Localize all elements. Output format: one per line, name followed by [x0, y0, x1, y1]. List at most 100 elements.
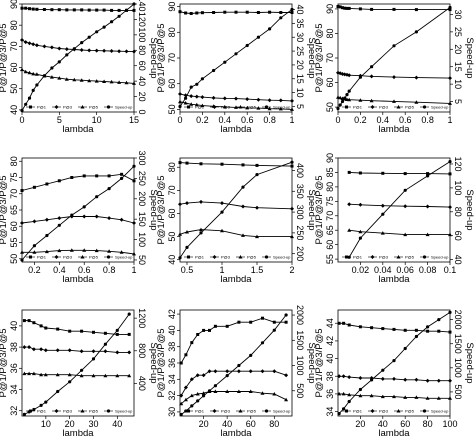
chart-7-y2-tick-label: 800 [137, 343, 147, 358]
chart-4-y2-tick-label: 150 [137, 212, 147, 227]
chart-7-p5-p5-marker [39, 372, 44, 377]
chart-3-p1-p1-marker [448, 8, 452, 12]
chart-2-p1-p1-marker [195, 11, 199, 15]
chart-6-p1-p1-marker [448, 172, 452, 176]
chart-1-x-axis-label: lambda [62, 124, 94, 135]
chart-5-speed-up-speedup-marker [185, 245, 189, 249]
chart-1-p5-p5-marker [94, 79, 99, 83]
chart-2-p3-p3-marker [194, 94, 199, 99]
chart-4-y-tick-label: 60 [9, 221, 19, 231]
chart-1-speed-up-speedup-marker [132, 2, 136, 6]
chart-2-speed-up-speedup-marker [290, 7, 294, 12]
chart-9-p1-p1-marker [392, 327, 396, 331]
chart-2-speed-up-speedup-marker [223, 60, 227, 64]
chart-7-y-tick-label: 36 [9, 363, 19, 373]
chart-4-x-tick-label: 1 [131, 265, 136, 275]
chart-1-p5-p5-marker [31, 71, 36, 76]
chart-3-x-tick-label: 0.6 [399, 115, 412, 125]
chart-5: 0.5 1 1.5 2 40 50 60 70 80 200 250 300 350 400 lambda P… [156, 157, 317, 285]
chart-1-p5-p5-marker [87, 78, 92, 83]
chart-8-p3-p3-marker [248, 369, 253, 374]
chart-1-p1-p1-marker [31, 7, 35, 11]
chart-2-y2-tick-label: 40 [295, 4, 305, 14]
chart-3-x-axis-label: lambda [378, 124, 410, 135]
chart-3-y2-tick-label: 10 [453, 79, 463, 89]
chart-5-speed-up-speedup-marker [220, 210, 224, 214]
chart-9-p1-p1-marker [426, 329, 430, 333]
chart-2-x-tick-label: 0.6 [241, 115, 254, 125]
chart-2-speed-up-speedup-marker [234, 52, 238, 56]
chart-3-legend-p3-marker [370, 105, 375, 109]
chart-2-p1-p1-marker [212, 11, 216, 14]
chart-5-y-axis-label: P@1/P@3/P@5 [156, 175, 167, 244]
chart-2-y2-axis-label: Speed-up [306, 37, 317, 78]
chart-2-legend-p5-marker [238, 105, 243, 109]
chart-5-legend-p3-marker [212, 255, 217, 259]
chart-4-p3-p3-marker [44, 217, 49, 222]
chart-7-p5-p5-marker [22, 371, 27, 376]
chart-9-p5-p5-marker [337, 391, 342, 396]
chart-8-p5-p5-marker [260, 391, 265, 395]
chart-4-speed-up-speedup-marker [70, 213, 74, 217]
chart-4-p3-p3-marker [107, 216, 112, 221]
chart-4-p5-p5-marker [107, 249, 112, 253]
chart-2-speed-up-speedup-marker [256, 35, 260, 39]
chart-3-y-axis-label: P@1/P@3/P@5 [314, 23, 325, 92]
chart-5-speed-up-speedup-marker [178, 256, 182, 260]
chart-3-y-tick-label: 70 [325, 53, 335, 63]
chart-4-y2-tick-label: 300 [137, 150, 147, 165]
chart-3-p5-p5-marker [414, 100, 419, 104]
chart-7-p3-p3-marker [22, 345, 27, 350]
chart-9-y2-tick-label: 1500 [453, 334, 463, 354]
chart-4-p3-p3-marker [20, 221, 24, 225]
chart-3-x-tick-label: 0.4 [377, 115, 390, 125]
chart-9-speed-up-speedup-marker [403, 346, 407, 351]
chart-9-speed-up-speedup-marker [448, 310, 452, 314]
chart-2-p3-p3-marker [222, 96, 227, 101]
chart-9-p3-p3-marker [448, 378, 452, 383]
chart-6-p3-p3-marker [448, 205, 452, 210]
chart-8-legend-p3-marker [212, 409, 217, 413]
chart-3-x-tick-label: 0 [335, 115, 340, 125]
chart-4-p1-p1-marker [45, 182, 49, 186]
chart-8-legend-entry: P@1 [195, 409, 205, 414]
chart-6-y-tick-label: 55 [325, 254, 335, 264]
chart-8-p5-p5-marker [201, 391, 206, 395]
chart-1-y-tick-label: 50 [9, 84, 19, 94]
chart-9-p5-p5-marker [341, 391, 346, 396]
chart-4-y2-tick-label: 50 [137, 255, 147, 265]
chart-9-p1-p1-marker [347, 323, 351, 327]
chart-4-p5-p5-marker [57, 248, 62, 253]
chart-2-p5-p5-marker [200, 103, 205, 108]
chart-9-p5-p5-marker [358, 393, 363, 398]
chart-5-series-speed-up-line [179, 161, 293, 259]
chart-1-speed-up-speedup-marker [20, 108, 24, 113]
chart-2-p1-p1-marker [200, 11, 204, 15]
chart-1-p3-p3-marker [132, 49, 136, 54]
chart-2-p3-p3-marker [200, 95, 205, 100]
chart-6-y-tick-label: 60 [325, 240, 335, 250]
chart-6-y-tick-label: 90 [325, 153, 335, 163]
chart-9-p1-p1-marker [358, 325, 362, 329]
chart-7-y2-axis-label: Speed-up [148, 342, 159, 383]
chart-8-p1-p1-marker [225, 324, 229, 328]
chart-2-p1-p1-marker [234, 10, 238, 14]
chart-7-speed-up-speedup-marker [39, 403, 43, 407]
chart-4-y2-tick-label: 250 [137, 171, 147, 186]
chart-1-y2-tick-label: 80 [137, 45, 147, 55]
chart-5-p5-p5-marker [241, 233, 245, 237]
chart-8-speed-up-speedup-marker [190, 404, 194, 408]
chart-8-p3-p3-marker [189, 377, 194, 382]
chart-8-y2-tick-label: 1000 [295, 355, 305, 375]
chart-1-speed-up-speedup-marker [42, 74, 47, 78]
chart-7-p3-p3-marker [27, 345, 32, 350]
chart-1-p5-p5-marker [79, 78, 84, 82]
chart-7-legend: P@1 P@3 P@5 Speed-up [26, 409, 133, 414]
chart-2-p3-p3-marker [245, 97, 250, 102]
chart-3-y-tick-label: 50 [325, 102, 335, 112]
chart-1-p5-p5-marker [132, 81, 136, 85]
chart-5-p5-p5-marker [255, 234, 259, 239]
chart-6-p3-p3-marker [380, 203, 385, 208]
chart-1-p1-p1-marker [87, 8, 91, 12]
